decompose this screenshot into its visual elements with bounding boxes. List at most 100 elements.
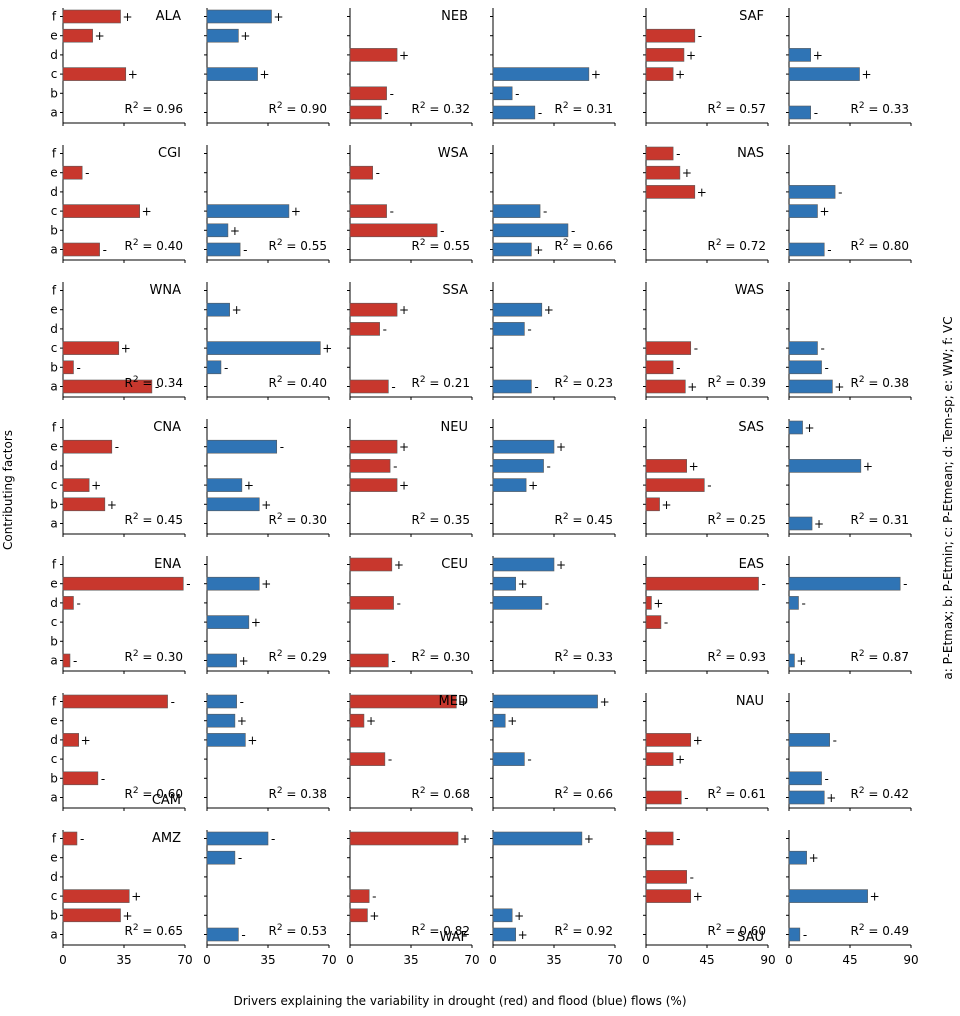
panel-nau-flood: + - - R2 = 0.42 [786, 693, 912, 811]
sign-label-a: + [239, 654, 249, 668]
sign-label-c: - [820, 342, 824, 356]
r2-label: R2 = 0.72 [708, 238, 766, 253]
flood-bar-med-f [492, 694, 598, 709]
r2-label: R2 = 0.29 [269, 649, 327, 664]
category-label-b: b [50, 360, 58, 374]
x-axis-title: Drivers explaining the variability in dr… [233, 994, 686, 1008]
sign-label-d: - [383, 322, 387, 336]
panel-ceu-drought: - - + R2 = 0.30 CEU [347, 556, 473, 674]
region-label-neu: NEU [441, 420, 468, 435]
sign-label-c: + [693, 890, 703, 904]
sign-label-c: - [372, 890, 376, 904]
x-tick-label: 70 [321, 953, 336, 967]
region-label-med: MED [439, 694, 468, 709]
panel-sau-flood: 0 45 90 - + + R2 = 0.49 [785, 830, 919, 967]
drought-bar-wna-a [62, 379, 153, 394]
region-label-was: WAS [735, 283, 764, 298]
sign-label-b: + [261, 498, 271, 512]
sign-label-e: + [682, 166, 692, 180]
sign-label-c: - [664, 616, 668, 630]
sign-label-f: + [458, 695, 468, 709]
x-tick-label: 35 [403, 953, 418, 967]
r2-label: R2 = 0.21 [412, 375, 470, 390]
panel-neb-drought: -- + R2 = 0.32 NEB [347, 8, 473, 126]
sign-label-c: - [388, 753, 392, 767]
sign-label-d: - [527, 322, 531, 336]
region-label-nas: NAS [737, 146, 764, 161]
drought-bar-sau-d [645, 870, 687, 884]
sign-label-c: + [131, 890, 141, 904]
sign-label-f: - [80, 832, 84, 846]
category-label-f: f [52, 147, 57, 161]
flood-bar-neb-c [492, 67, 590, 81]
flood-bar-cgi-c [206, 204, 290, 218]
flood-bar-cna-e [206, 439, 278, 454]
flood-bar-ceu-e [492, 576, 516, 591]
category-label-a: a [50, 791, 57, 805]
category-label-d: d [50, 48, 58, 62]
flood-bar-saf-a [788, 105, 811, 120]
drought-bar-nau-d [645, 733, 692, 747]
drought-bar-saf-c [645, 67, 674, 81]
sign-label-d: - [397, 596, 401, 610]
region-label-neb: NEB [441, 9, 468, 24]
category-label-a: a [50, 380, 57, 394]
drought-bar-cna-c [62, 478, 90, 492]
sign-label-e: + [556, 440, 566, 454]
sign-label-b: + [123, 909, 133, 923]
region-label-sas: SAS [738, 420, 764, 435]
x-tick-label: 90 [903, 953, 918, 967]
flood-bar-nas-d [788, 185, 836, 199]
sign-label-e: + [518, 577, 528, 591]
sign-label-e: + [399, 440, 409, 454]
sign-label-c: + [121, 342, 131, 356]
sign-label-b: - [224, 361, 228, 375]
sign-label-d: - [801, 596, 805, 610]
r2-label: R2 = 0.33 [851, 101, 909, 116]
category-label-e: e [50, 440, 57, 454]
flood-bar-sau-a [788, 927, 801, 942]
r2-label: R2 = 0.87 [851, 649, 909, 664]
x-tick-label: 0 [203, 953, 211, 967]
sign-label-a: - [827, 243, 831, 257]
drought-bar-wna-b [62, 360, 74, 375]
flood-bar-ala-e [206, 28, 239, 43]
flood-bar-wna-c [206, 341, 321, 355]
sign-label-e: + [507, 714, 517, 728]
panel-med-flood: - + + R2 = 0.66 [490, 693, 616, 811]
drought-bar-neb-b [349, 86, 387, 101]
region-label-wna: WNA [150, 283, 182, 298]
sign-label-e: + [399, 303, 409, 317]
drought-bar-wna-c [62, 341, 120, 355]
category-label-c: c [51, 204, 58, 218]
sign-label-e: + [95, 29, 105, 43]
category-label-a: a [50, 654, 57, 668]
drought-bar-sas-d [645, 459, 687, 473]
flood-bar-nas-a [788, 242, 825, 257]
sign-label-c: + [260, 68, 270, 82]
sign-label-f: - [271, 832, 275, 846]
flood-bar-eas-e [788, 576, 901, 591]
drought-bar-wsa-c [349, 204, 387, 218]
sign-label-a: + [518, 928, 528, 942]
sign-label-f: + [273, 10, 283, 24]
sign-label-e: - [698, 29, 702, 43]
drought-bar-amz-c [62, 889, 130, 903]
sign-label-b: + [369, 909, 379, 923]
drought-bar-ala-c [62, 67, 127, 81]
drought-bar-nau-c [645, 752, 674, 766]
sign-label-b: - [676, 361, 680, 375]
category-label-d: d [50, 733, 58, 747]
x-tick-label: 70 [177, 953, 192, 967]
panel-cgi-flood: -++R2 = 0.55 [204, 145, 330, 263]
panel-was-flood: +--R2 = 0.38 [786, 282, 912, 400]
drought-bar-ceu-a [349, 653, 389, 668]
flood-bar-neu-d [492, 459, 544, 473]
x-tick-label: 35 [116, 953, 131, 967]
sign-label-f: + [123, 10, 133, 24]
